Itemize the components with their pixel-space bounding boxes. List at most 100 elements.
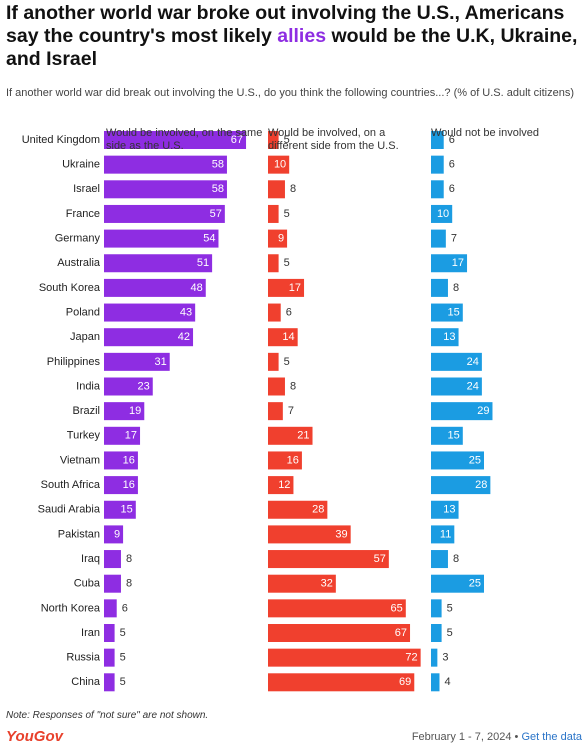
panel-header: Would be involved, on the same side as t…: [106, 127, 263, 152]
value-label: 16: [123, 479, 135, 491]
bar: [431, 500, 459, 519]
bar: [268, 278, 305, 297]
bar: [431, 648, 438, 667]
bar: [431, 525, 455, 544]
bar: [104, 451, 138, 470]
category-label: Iraq: [81, 553, 100, 565]
bar: [268, 550, 389, 569]
bar: [431, 476, 491, 495]
bar: [268, 328, 298, 347]
category-label: Philippines: [47, 356, 101, 368]
bar: [104, 229, 219, 248]
category-label: Iran: [81, 627, 100, 639]
value-label: 7: [288, 405, 294, 417]
bar: [104, 648, 115, 667]
value-label: 8: [453, 553, 459, 565]
value-label: 5: [447, 602, 453, 614]
bar: [104, 155, 227, 174]
category-label: Israel: [73, 183, 100, 195]
bar: [268, 155, 290, 174]
value-label: 5: [120, 676, 126, 688]
category-label: Germany: [55, 233, 101, 245]
bar: [104, 574, 121, 593]
bar: [431, 204, 453, 223]
bar: [104, 303, 196, 322]
value-label: 10: [437, 208, 449, 220]
bar: [431, 131, 444, 149]
bar: [104, 426, 141, 445]
bar: [268, 402, 283, 421]
value-label: 48: [191, 282, 203, 294]
value-label: 6: [449, 134, 455, 146]
value-label: 54: [203, 233, 215, 245]
value-label: 5: [120, 627, 126, 639]
value-label: 23: [138, 380, 150, 392]
value-label: 6: [449, 183, 455, 195]
bar: [104, 500, 136, 519]
bar: [431, 550, 448, 569]
category-label: Saudi Arabia: [38, 504, 101, 516]
bar: [431, 155, 444, 174]
category-label: Vietnam: [60, 454, 100, 466]
value-label: 17: [289, 282, 301, 294]
bar: [268, 525, 351, 544]
bar: [431, 426, 463, 445]
bar: [104, 476, 138, 495]
bar: [431, 599, 442, 618]
value-label: 13: [443, 504, 455, 516]
bar: [104, 254, 213, 273]
value-label: 69: [399, 676, 411, 688]
value-label: 19: [129, 405, 141, 417]
footer: February 1 - 7, 2024 • Get the data: [411, 731, 582, 743]
value-label: 42: [178, 331, 190, 343]
bar: [104, 278, 206, 297]
panel-header: Would not be involved: [431, 127, 540, 139]
bar: [268, 131, 279, 149]
chart-title: If another world war broke out involving…: [6, 2, 582, 71]
category-label: Australia: [57, 257, 101, 269]
value-label: 8: [453, 282, 459, 294]
value-label: 13: [443, 331, 455, 343]
value-label: 5: [284, 257, 290, 269]
value-label: 10: [274, 159, 286, 171]
value-label: 57: [210, 208, 222, 220]
value-label: 32: [321, 578, 333, 590]
value-label: 14: [282, 331, 294, 343]
bar: [268, 303, 281, 322]
value-label: 65: [391, 602, 403, 614]
value-label: 31: [154, 356, 166, 368]
category-label: North Korea: [41, 602, 101, 614]
value-label: 5: [284, 208, 290, 220]
value-label: 8: [290, 380, 296, 392]
bar: [431, 180, 444, 199]
bar: [104, 377, 153, 396]
category-label: Russia: [66, 652, 101, 664]
bar: [431, 352, 482, 371]
bar: [268, 204, 279, 223]
value-label: 6: [286, 306, 292, 318]
bar: [104, 624, 115, 642]
bar: [431, 377, 482, 396]
bar: [268, 377, 285, 396]
data-link[interactable]: Get the data: [521, 731, 582, 743]
category-label: South Korea: [39, 282, 101, 294]
bar: [104, 402, 145, 421]
value-label: 28: [475, 479, 487, 491]
value-label: 17: [452, 257, 464, 269]
bar: [104, 599, 117, 618]
value-label: 9: [278, 233, 284, 245]
value-label: 17: [125, 430, 137, 442]
value-label: 28: [312, 504, 324, 516]
value-label: 11: [440, 528, 451, 540]
bar: [268, 451, 302, 470]
value-label: 39: [335, 528, 347, 540]
bar: [431, 328, 459, 347]
value-label: 16: [287, 454, 299, 466]
value-label: 24: [467, 356, 479, 368]
value-label: 57: [374, 553, 386, 565]
category-label: China: [71, 676, 101, 688]
category-label: United Kingdom: [22, 134, 100, 146]
bar: [268, 624, 411, 642]
value-label: 58: [212, 183, 224, 195]
title-highlight: allies: [277, 25, 327, 47]
